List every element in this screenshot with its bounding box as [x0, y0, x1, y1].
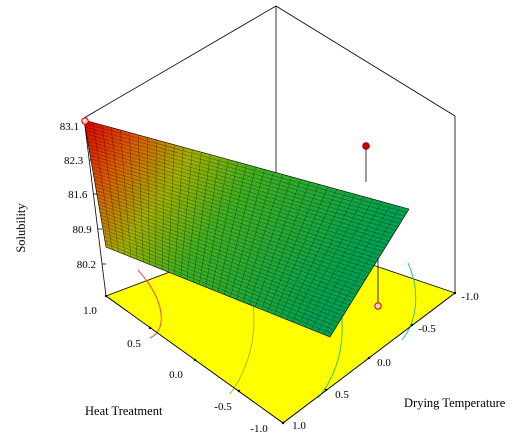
mesh-line — [298, 196, 365, 325]
mesh-line — [304, 199, 374, 328]
x-tick-mark — [148, 326, 152, 330]
y-axis-title: Drying Temperature — [404, 396, 506, 410]
left-top-edge — [83, 5, 277, 119]
x-tick-label: 1.0 — [83, 305, 97, 317]
y-tick-mark — [367, 356, 371, 360]
left-vertical-edge — [83, 117, 107, 297]
z-tick-label: 80.2 — [77, 259, 96, 271]
z-axis-ticks: 80.2 80.9 81.6 82.3 83.1 — [60, 121, 107, 271]
x-tick-label: 0.0 — [169, 369, 183, 381]
y-axis-ticks: -1.0 -0.5 0.0 0.5 1.0 — [281, 291, 479, 432]
mesh-line — [105, 243, 333, 334]
mesh-line — [102, 229, 342, 320]
y-tick-mark — [281, 421, 285, 425]
back-walls — [83, 5, 456, 297]
y-tick-mark — [410, 323, 414, 327]
y-tick-label: -0.5 — [418, 323, 436, 335]
mesh-line — [323, 206, 401, 335]
mesh-line — [104, 239, 335, 331]
y-tick-label: -1.0 — [461, 291, 479, 303]
y-tick-mark — [324, 388, 328, 392]
x-tick-mark — [193, 358, 197, 362]
y-tick-label: 0.0 — [377, 357, 391, 369]
y-tick-label: 1.0 — [292, 420, 306, 432]
design-point-below-2 — [81, 117, 89, 125]
x-tick-mark — [104, 294, 108, 298]
right-top-edge — [275, 5, 456, 117]
x-tick-label: -1.0 — [250, 423, 268, 434]
y-tick-mark — [453, 291, 457, 295]
mesh-line — [104, 236, 337, 327]
surface-outline — [83, 119, 410, 338]
z-tick-label: 80.9 — [72, 224, 92, 236]
surface-mesh — [84, 122, 407, 335]
y-tick-label: 0.5 — [335, 389, 349, 401]
mesh-line — [311, 201, 383, 330]
contour-line — [137, 269, 162, 339]
z-tick-label: 81.6 — [68, 189, 88, 201]
design-point-above-1 — [362, 142, 370, 182]
contour-line — [401, 262, 417, 341]
x-axis-title: Heat Treatment — [85, 404, 163, 418]
design-point-marker — [362, 142, 370, 150]
z-tick-label: 83.1 — [60, 121, 79, 133]
design-point-marker — [374, 302, 382, 310]
z-axis-title: Solubility — [14, 203, 28, 253]
mesh-line — [317, 203, 392, 333]
design-point-marker — [81, 117, 89, 125]
x-tick-mark — [237, 389, 241, 393]
design-point-below-1 — [374, 258, 382, 310]
x-tick-label: -0.5 — [214, 401, 232, 413]
response-surface — [83, 119, 410, 338]
mesh-line — [103, 232, 339, 323]
x-axis-ticks: 1.0 0.5 0.0 -0.5 -1.0 — [83, 294, 285, 434]
x-tick-label: 0.5 — [127, 338, 141, 350]
mesh-line — [102, 225, 344, 316]
z-tick-label: 82.3 — [64, 155, 84, 167]
